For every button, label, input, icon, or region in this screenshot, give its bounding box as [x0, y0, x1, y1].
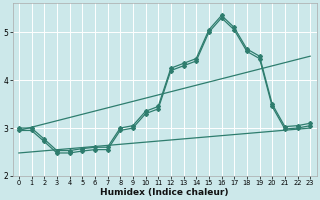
- X-axis label: Humidex (Indice chaleur): Humidex (Indice chaleur): [100, 188, 229, 197]
